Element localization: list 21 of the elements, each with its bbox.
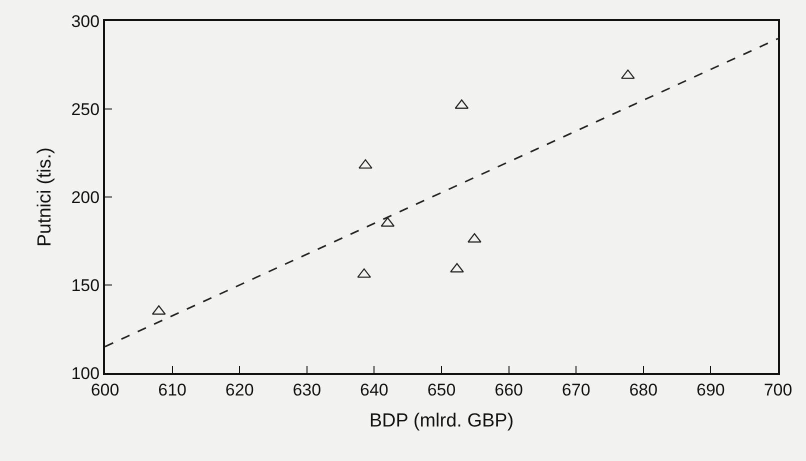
y-tick-label: 250: [71, 100, 100, 119]
x-tick-label: 610: [158, 380, 186, 400]
y-axis-title: Putnici (tis.): [34, 147, 56, 247]
point: [450, 263, 464, 273]
x-tick-label: 660: [494, 380, 523, 400]
x-tick-label: 630: [292, 380, 322, 400]
y-tick-label: 300: [71, 12, 100, 31]
point: [358, 159, 372, 169]
x-tick-label: 680: [629, 380, 658, 400]
y-tick-label: 200: [71, 188, 100, 207]
x-tick-label: 650: [427, 380, 456, 400]
y-tick-label: 100: [71, 364, 100, 383]
x-tick-label: 600: [90, 380, 120, 400]
x-tick-label: 640: [360, 380, 388, 400]
x-axis-title: BDP (mlrd. GBP): [369, 410, 514, 432]
x-tick-label: 700: [764, 380, 792, 400]
x-tick-label: 620: [225, 380, 254, 400]
y-tick-label: 150: [71, 276, 100, 295]
point: [468, 233, 482, 243]
x-tick-label: 690: [696, 380, 725, 400]
x-tick-label: 670: [562, 380, 590, 400]
